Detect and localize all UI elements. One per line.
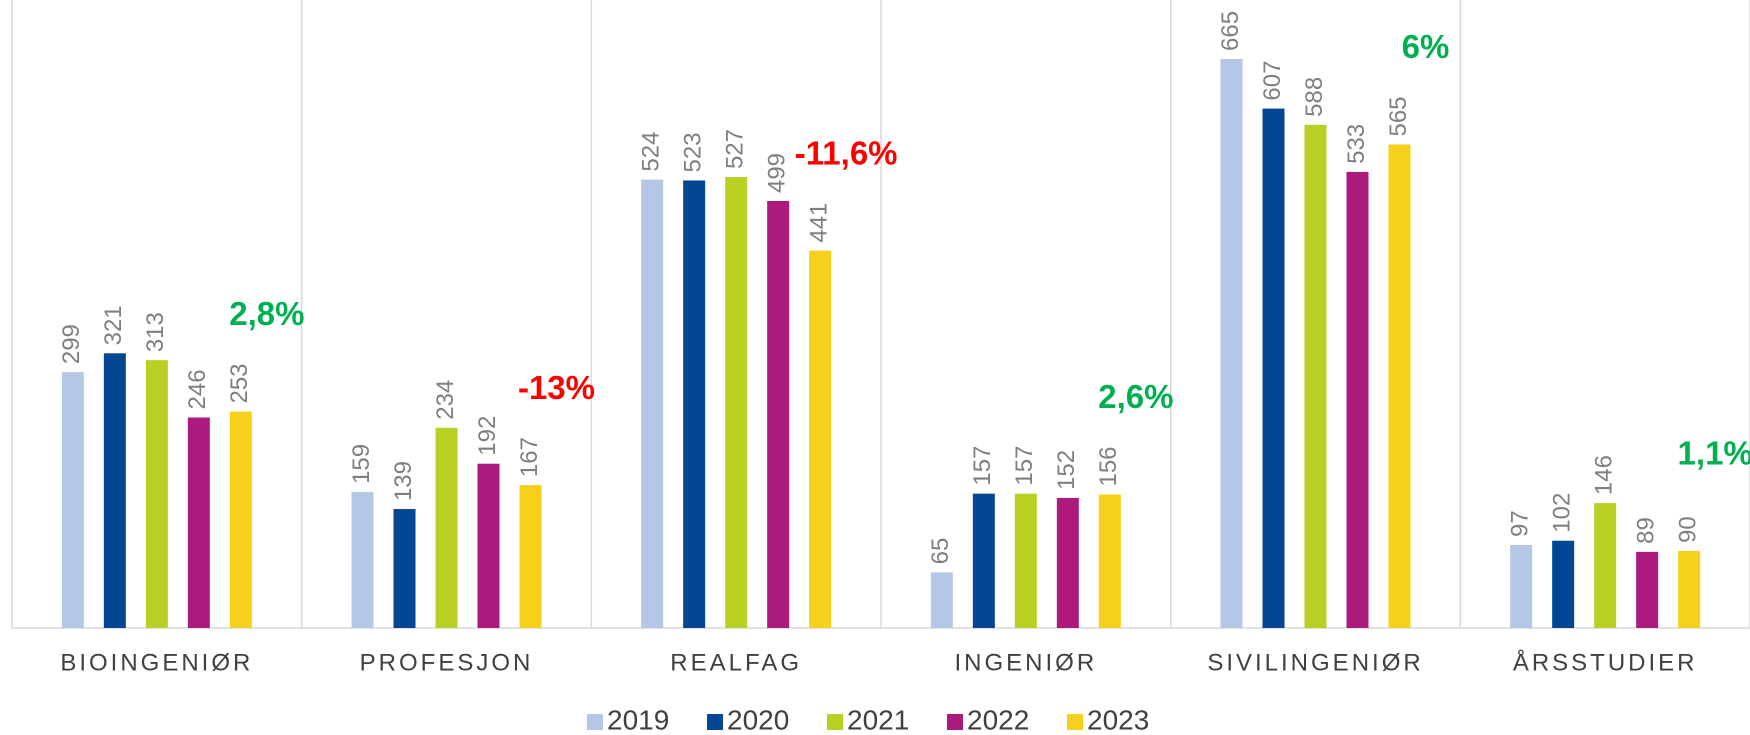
value-label: 665 bbox=[1217, 11, 1244, 51]
value-label: 146 bbox=[1591, 455, 1618, 495]
value-label: 102 bbox=[1549, 493, 1576, 533]
bar bbox=[1636, 551, 1659, 628]
bar bbox=[351, 491, 374, 628]
x-tick-label: BIOINGENIØR bbox=[60, 649, 253, 676]
bar bbox=[641, 179, 664, 628]
legend-label: 2021 bbox=[847, 704, 909, 735]
x-tick-label: SIVILINGENIØR bbox=[1207, 649, 1423, 676]
bar bbox=[1056, 497, 1079, 628]
value-label: 246 bbox=[184, 369, 211, 409]
value-label: 65 bbox=[927, 538, 954, 565]
value-label: 167 bbox=[516, 437, 543, 477]
bar bbox=[1594, 503, 1617, 628]
value-label: 321 bbox=[100, 305, 127, 345]
bar bbox=[229, 411, 252, 628]
bar bbox=[972, 493, 995, 628]
legend-swatch bbox=[587, 714, 603, 730]
value-label: 97 bbox=[1507, 510, 1534, 537]
legend-label: 2020 bbox=[727, 704, 789, 735]
value-label: 499 bbox=[764, 153, 791, 193]
annotation: 1,1% bbox=[1678, 435, 1750, 472]
bar bbox=[1388, 144, 1411, 628]
bar bbox=[1304, 124, 1327, 628]
bar bbox=[393, 509, 416, 628]
annotation: -13% bbox=[518, 369, 595, 406]
bar bbox=[930, 572, 953, 628]
value-label: 90 bbox=[1675, 516, 1702, 543]
value-label: 565 bbox=[1385, 96, 1412, 136]
value-label: 152 bbox=[1053, 450, 1080, 490]
bar bbox=[767, 200, 790, 628]
legend-swatch bbox=[1067, 714, 1083, 730]
bar bbox=[103, 353, 126, 628]
x-tick-label: REALFAG bbox=[670, 649, 802, 676]
x-tick-label: INGENIØR bbox=[954, 649, 1097, 676]
legend-swatch bbox=[947, 714, 963, 730]
bar bbox=[683, 180, 706, 628]
bar bbox=[519, 485, 542, 628]
bar bbox=[725, 177, 748, 628]
value-label: 157 bbox=[969, 446, 996, 486]
value-label: 607 bbox=[1259, 61, 1286, 101]
bar bbox=[187, 417, 210, 628]
bar bbox=[1098, 494, 1121, 628]
value-label: 253 bbox=[226, 363, 253, 403]
value-label: 139 bbox=[390, 461, 417, 501]
value-label: 313 bbox=[142, 312, 169, 352]
annotation: 6% bbox=[1402, 28, 1450, 65]
bar bbox=[61, 372, 84, 628]
bar bbox=[435, 427, 458, 628]
annotation: -11,6% bbox=[795, 134, 898, 171]
annotation: 2,8% bbox=[229, 295, 304, 332]
x-tick-label: PROFESJON bbox=[360, 649, 534, 676]
legend-label: 2019 bbox=[607, 704, 669, 735]
legend-swatch bbox=[707, 714, 723, 730]
value-label: 441 bbox=[806, 203, 833, 243]
bar bbox=[1346, 171, 1369, 628]
bar bbox=[1552, 540, 1575, 628]
bar bbox=[1014, 493, 1037, 628]
bar bbox=[477, 463, 500, 628]
x-tick-label: ÅRSSTUDIER bbox=[1513, 648, 1698, 676]
value-label: 192 bbox=[474, 416, 501, 456]
bar bbox=[809, 250, 832, 628]
bar bbox=[145, 360, 168, 628]
value-label: 588 bbox=[1301, 77, 1328, 117]
annotation: 2,6% bbox=[1098, 378, 1173, 415]
legend-label: 2022 bbox=[967, 704, 1029, 735]
value-label: 524 bbox=[638, 132, 665, 172]
value-label: 159 bbox=[348, 444, 375, 484]
bar bbox=[1510, 544, 1533, 628]
value-label: 156 bbox=[1095, 446, 1122, 486]
value-label: 533 bbox=[1343, 124, 1370, 164]
value-label: 527 bbox=[722, 129, 749, 169]
legend-swatch bbox=[827, 714, 843, 730]
value-label: 157 bbox=[1011, 446, 1038, 486]
bar bbox=[1220, 58, 1243, 628]
bar bbox=[1262, 108, 1285, 629]
value-label: 89 bbox=[1633, 517, 1660, 544]
value-label: 523 bbox=[680, 132, 707, 172]
bar bbox=[1678, 550, 1701, 628]
value-label: 234 bbox=[432, 380, 459, 420]
legend-label: 2023 bbox=[1087, 704, 1149, 735]
value-label: 299 bbox=[58, 324, 85, 364]
